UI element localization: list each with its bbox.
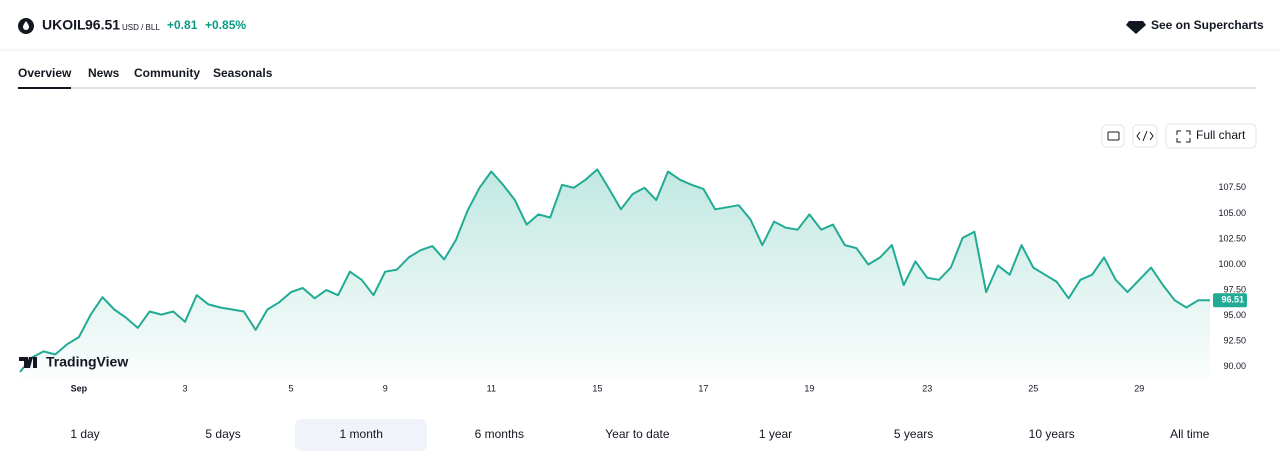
price-line — [19, 168, 1211, 373]
range-button[interactable]: All time — [1170, 427, 1210, 441]
x-tick-label: 11 — [487, 383, 496, 393]
tab[interactable]: Overview — [18, 66, 72, 80]
tab[interactable]: Seasonals — [213, 66, 273, 80]
x-tick-label: Sep — [71, 383, 88, 393]
code-icon — [1136, 130, 1154, 142]
range-button[interactable]: 5 years — [894, 427, 933, 441]
price: 96.51 — [85, 17, 120, 33]
snapshot-button[interactable] — [1101, 124, 1125, 148]
x-tick-label: 19 — [804, 383, 814, 393]
range-button[interactable]: 1 month — [340, 427, 383, 441]
range-button[interactable]: 1 year — [759, 427, 792, 441]
y-tick-label: 102.50 — [1218, 233, 1246, 243]
plot: 90.00 92.50 95.00 97.50 100.00 102.50 105.00 10… — [19, 168, 1247, 393]
x-tick-label: 29 — [1134, 383, 1144, 393]
change-percent: +0.85% — [205, 18, 246, 32]
y-tick-label: 107.50 — [1218, 182, 1246, 192]
x-tick-label: 5 — [288, 383, 293, 393]
expand-icon — [1176, 130, 1191, 143]
y-tick-label: 97.50 — [1223, 284, 1246, 294]
symbol: UKOIL — [42, 17, 86, 33]
range-button[interactable]: 1 day — [70, 427, 99, 441]
supercharts-link[interactable]: See on Supercharts — [1151, 18, 1264, 32]
range-selected — [295, 419, 427, 451]
watermark-logo — [19, 357, 37, 368]
y-tick-label: 92.50 — [1223, 336, 1246, 346]
x-tick-label: 25 — [1028, 383, 1038, 393]
last-price-label: 96.51 — [1221, 295, 1244, 305]
x-tick-label: 23 — [922, 383, 932, 393]
last-price-tag — [1213, 293, 1247, 308]
oil-drop — [23, 21, 29, 30]
watermark: TradingView — [46, 354, 128, 370]
y-tick-label: 95.00 — [1223, 310, 1246, 320]
full-chart-label[interactable]: Full chart — [1196, 128, 1246, 142]
tab[interactable]: Community — [134, 66, 200, 80]
x-tick-label: 15 — [592, 383, 602, 393]
camera-icon — [1107, 131, 1120, 141]
range-button[interactable]: 6 months — [475, 427, 524, 441]
y-tick-label: 105.00 — [1218, 208, 1246, 218]
x-tick-label: 3 — [182, 383, 187, 393]
tab[interactable]: News — [88, 66, 120, 80]
x-tick-label: 9 — [383, 383, 388, 393]
range-button[interactable]: 5 days — [205, 427, 240, 441]
range-button[interactable]: 10 years — [1029, 427, 1075, 441]
y-tick-label: 90.00 — [1223, 361, 1246, 371]
supercharts-icon[interactable] — [1126, 21, 1146, 34]
range-button[interactable]: Year to date — [605, 427, 670, 441]
change: +0.81 — [167, 18, 198, 32]
area-fill — [20, 169, 1210, 378]
unit: USD / BLL — [122, 23, 160, 32]
x-tick-label: 17 — [698, 383, 708, 393]
y-tick-label: 100.00 — [1218, 259, 1246, 269]
